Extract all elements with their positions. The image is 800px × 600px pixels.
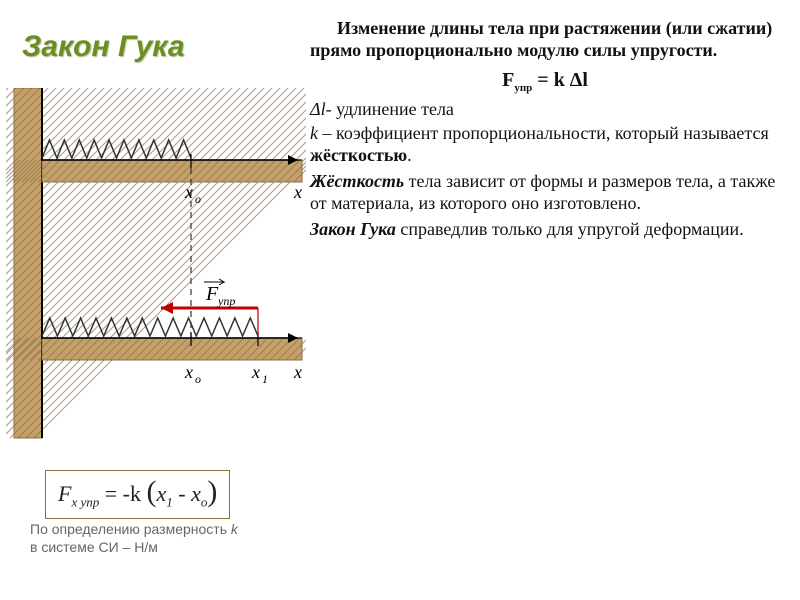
formula-lhs-sub: упр (514, 82, 532, 94)
fb-lhs-sub: x упр (71, 494, 99, 509)
svg-text:x: x (184, 362, 193, 382)
formula-lhs: F (502, 69, 514, 91)
boxed-formula: Fx упр = -k (x1 - xo) (45, 470, 230, 519)
stiffness-lead: Жёсткость (310, 171, 404, 191)
page-title: Закон Гука (22, 30, 185, 64)
cap-l1: По определению размерность (30, 521, 231, 537)
text-k: – коэффициент пропорциональности, которы… (318, 123, 769, 143)
formula-rhs: k Δl (554, 69, 588, 91)
def-k: k – коэффициент пропорциональности, кото… (310, 123, 780, 167)
intro-paragraph: Изменение длины тела при растяжении (или… (310, 18, 780, 62)
validity-lead: Закон Гука (310, 219, 396, 239)
formula-eq: = (532, 69, 553, 91)
validity-paragraph: Закон Гука справедлив только для упругой… (310, 219, 780, 241)
svg-text:x: x (251, 362, 260, 382)
cap-l2: в системе СИ – Н/м (30, 539, 158, 555)
svg-text:упр: упр (217, 294, 235, 308)
svg-text:o: o (195, 372, 201, 386)
fb-paren-l: ( (146, 475, 156, 508)
text-k-bold: жёсткостью (310, 145, 407, 165)
main-formula: Fупр = k Δl (310, 68, 780, 95)
fb-lhs: F (58, 481, 71, 506)
si-caption: По определению размерность k в системе С… (30, 520, 238, 556)
content-column: Изменение длины тела при растяжении (или… (310, 18, 780, 241)
spring-diagram: xoxxox1xFупр (6, 88, 306, 508)
svg-text:F: F (205, 283, 219, 305)
svg-text:1: 1 (262, 372, 268, 386)
svg-text:x: x (293, 182, 302, 202)
svg-text:x: x (293, 362, 302, 382)
svg-text:x: x (184, 182, 193, 202)
fb-x0: x (191, 481, 201, 506)
text-k-end: . (407, 145, 412, 165)
fb-paren-r: ) (207, 475, 217, 508)
svg-text:o: o (195, 192, 201, 206)
symbol-k: k (310, 123, 318, 143)
validity-rest: справедлив только для упругой деформации… (396, 219, 744, 239)
cap-k: k (231, 521, 238, 537)
fb-minus: - (173, 481, 191, 506)
fb-eq: = -k (105, 481, 141, 506)
fb-x1: x (156, 481, 166, 506)
stiffness-paragraph: Жёсткость тела зависит от формы и размер… (310, 171, 780, 215)
symbol-dl: Δl (310, 99, 326, 119)
definitions: Δl- удлинение тела k – коэффициент пропо… (310, 99, 780, 167)
text-dl: - удлинение тела (326, 99, 454, 119)
def-delta-l: Δl- удлинение тела (310, 99, 780, 121)
